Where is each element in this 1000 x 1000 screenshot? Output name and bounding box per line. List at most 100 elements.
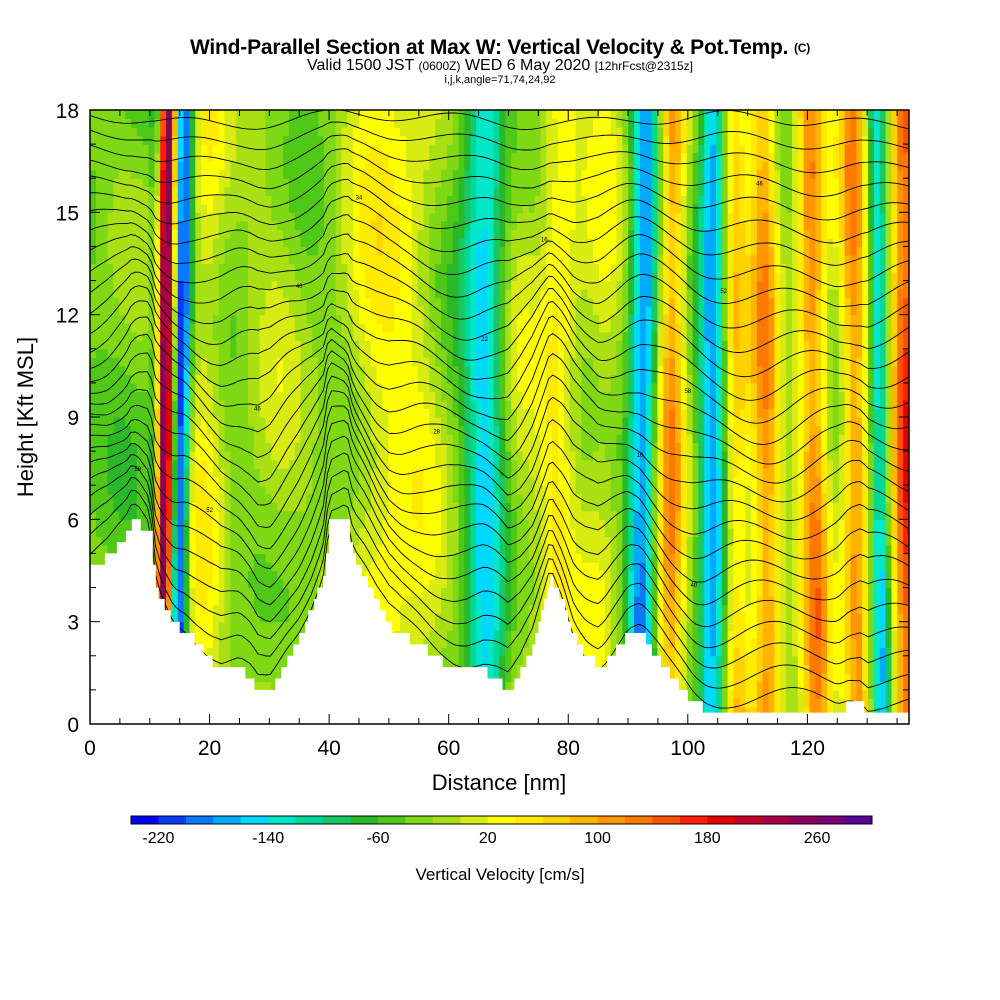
velocity-cell: [435, 638, 442, 648]
velocity-cell: [464, 655, 471, 665]
velocity-cell: [253, 152, 261, 162]
velocity-cell: [335, 391, 343, 401]
velocity-cell: [113, 348, 120, 358]
velocity-cell: [148, 169, 155, 179]
velocity-cell: [154, 237, 161, 248]
velocity-cell: [277, 382, 284, 393]
velocity-cell: [318, 229, 325, 239]
velocity-cell: [306, 331, 313, 341]
velocity-cell: [470, 527, 477, 537]
velocity-cell: [382, 212, 389, 222]
velocity-cell: [230, 118, 237, 128]
velocity-cell: [464, 280, 471, 290]
velocity-cell: [429, 527, 436, 537]
velocity-cell: [253, 314, 261, 324]
velocity-cell: [207, 161, 214, 171]
velocity-cell: [312, 135, 319, 145]
velocity-cell: [160, 459, 167, 469]
velocity-cell: [207, 485, 214, 495]
velocity-cell: [429, 382, 436, 393]
velocity-cell: [218, 289, 226, 299]
velocity-cell: [417, 118, 425, 128]
velocity-cell: [341, 110, 348, 120]
velocity-cell: [90, 169, 97, 179]
velocity-cell: [224, 647, 231, 657]
velocity-cell: [125, 314, 132, 324]
velocity-cell: [423, 596, 430, 606]
velocity-cell: [277, 468, 284, 478]
velocity-cell: [300, 570, 308, 580]
velocity-cell: [441, 323, 448, 333]
velocity-cell: [183, 254, 191, 265]
velocity-cell: [259, 203, 267, 213]
velocity-cell: [400, 587, 407, 597]
velocity-cell: [441, 340, 448, 350]
velocity-cell: [218, 527, 226, 537]
velocity-cell: [359, 485, 366, 495]
velocity-cell: [452, 527, 460, 537]
velocity-cell: [195, 519, 202, 529]
velocity-cell: [166, 425, 173, 435]
velocity-cell: [90, 408, 97, 418]
velocity-cell: [464, 579, 471, 589]
velocity-cell: [417, 135, 425, 145]
velocity-cell: [429, 536, 436, 546]
velocity-cell: [236, 272, 243, 282]
velocity-cell: [189, 570, 196, 580]
velocity-cell: [130, 220, 138, 230]
velocity-cell: [417, 306, 425, 316]
velocity-cell: [224, 144, 231, 154]
velocity-cell: [470, 544, 477, 555]
velocity-cell: [388, 297, 395, 307]
velocity-cell: [125, 263, 132, 273]
velocity-cell: [171, 110, 179, 120]
velocity-cell: [212, 220, 220, 230]
velocity-cell: [306, 365, 313, 375]
velocity-cell: [394, 613, 401, 623]
velocity-cell: [364, 391, 372, 401]
velocity-cell: [423, 417, 430, 427]
velocity-cell: [353, 399, 360, 410]
velocity-cell: [224, 357, 231, 367]
velocity-cell: [324, 246, 331, 256]
velocity-cell: [125, 246, 132, 256]
velocity-cell: [400, 510, 407, 520]
velocity-cell: [288, 237, 296, 248]
velocity-cell: [154, 203, 161, 213]
velocity-cell: [411, 417, 419, 427]
velocity-cell: [160, 152, 167, 162]
velocity-cell: [417, 237, 425, 248]
velocity-cell: [277, 118, 284, 128]
velocity-cell: [382, 203, 389, 213]
velocity-cell: [171, 229, 179, 239]
velocity-cell: [265, 485, 272, 495]
velocity-cell: [353, 417, 360, 427]
velocity-cell: [154, 502, 161, 512]
velocity-cell: [394, 553, 401, 563]
velocity-cell: [166, 135, 173, 145]
velocity-cell: [446, 374, 454, 384]
velocity-cell: [166, 254, 173, 265]
velocity-cell: [201, 544, 208, 555]
velocity-cell: [201, 417, 208, 427]
velocity-cell: [218, 655, 226, 665]
velocity-cell: [312, 536, 319, 546]
velocity-cell: [130, 289, 138, 299]
velocity-cell: [242, 382, 249, 393]
velocity-cell: [394, 391, 401, 401]
velocity-cell: [294, 178, 302, 188]
velocity-cell: [90, 263, 97, 273]
velocity-cell: [470, 451, 477, 461]
velocity-cell: [329, 237, 337, 248]
velocity-cell: [464, 425, 471, 435]
velocity-cell: [277, 110, 284, 120]
velocity-cell: [476, 604, 483, 614]
velocity-cell: [148, 365, 155, 375]
velocity-cell: [382, 229, 389, 239]
velocity-cell: [347, 220, 354, 230]
velocity-cell: [166, 485, 173, 495]
velocity-cell: [411, 630, 419, 640]
velocity-cell: [253, 220, 261, 230]
velocity-cell: [458, 613, 465, 623]
velocity-cell: [236, 314, 243, 324]
